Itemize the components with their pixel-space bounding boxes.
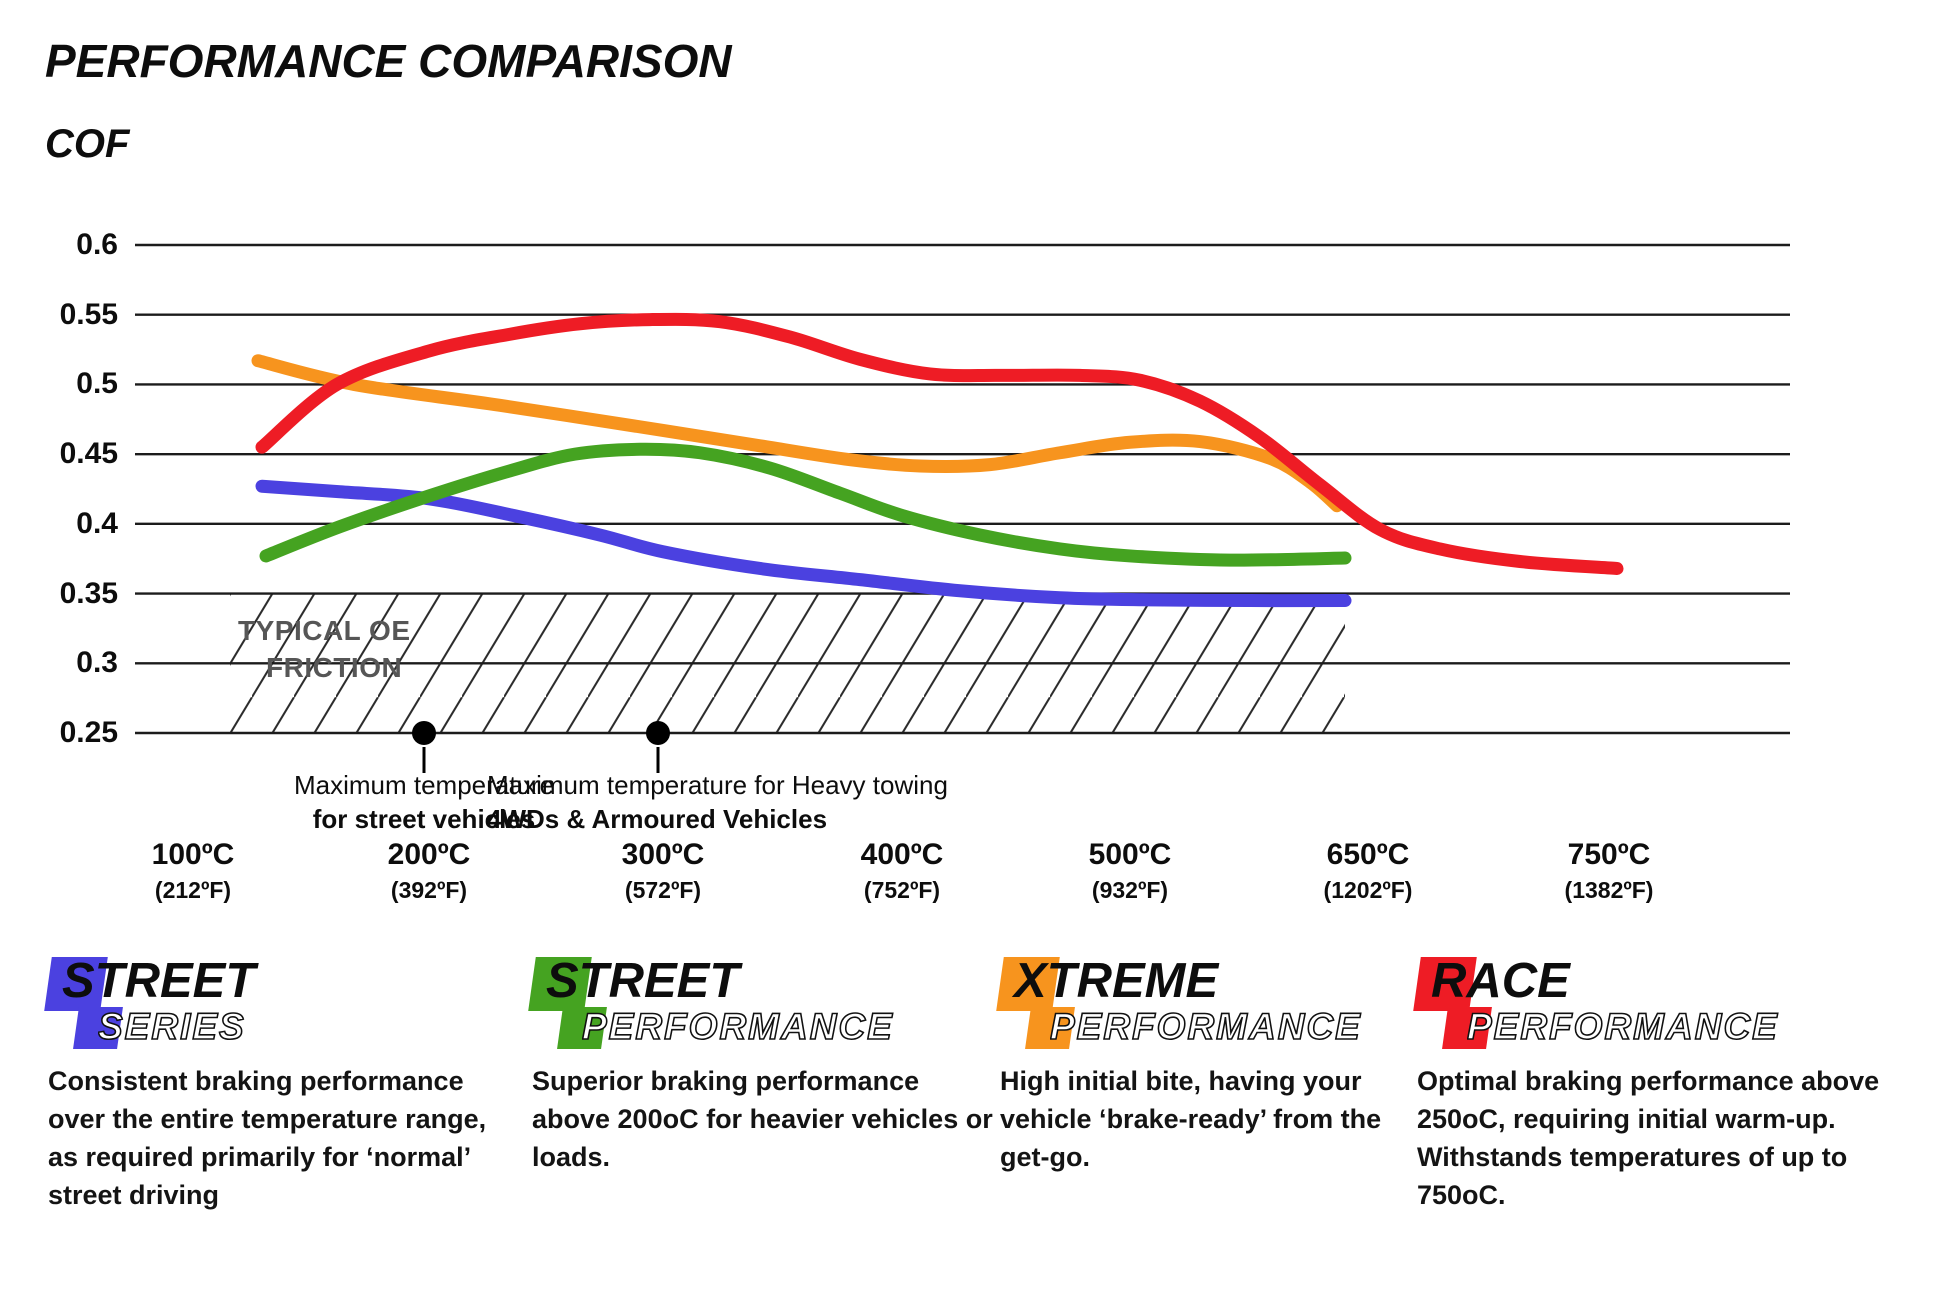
logo-word1: XTREME — [1014, 954, 1219, 1008]
x-tick-fahrenheit: (572ºF) — [624, 877, 702, 903]
y-tick-label: 0.45 — [59, 437, 118, 471]
max-temp-dot — [412, 721, 436, 745]
logo-word2: SERIES — [98, 1005, 246, 1048]
svg-text:SERIES: SERIES — [98, 1006, 246, 1047]
street-performance-description: Superior braking performance above 200oC… — [532, 1066, 993, 1172]
annotation-line: 4WDs & Armoured Vehicles — [487, 804, 828, 834]
x-tick-celsius: 300ºC — [621, 838, 705, 871]
legend-race-performance-logo: RACE PERFORMANCE — [1413, 954, 1897, 1057]
y-tick-label: 0.55 — [59, 297, 118, 331]
x-tick-celsius: 100ºC — [151, 838, 235, 871]
xtreme-performance-description: High initial bite, having your vehicle ‘… — [1000, 1066, 1382, 1172]
legend-street-performance-logo: STREET PERFORMANCE — [528, 954, 1012, 1057]
legend-xtreme-performance-logo: XTREME PERFORMANCE — [996, 954, 1480, 1057]
logo-word2: PERFORMANCE — [1050, 1005, 1362, 1048]
x-tick-fahrenheit: (1382ºF) — [1564, 877, 1654, 903]
y-tick-label: 0.3 — [76, 646, 118, 680]
x-tick-celsius: 650ºC — [1326, 838, 1410, 871]
x-tick-celsius: 750ºC — [1567, 838, 1651, 871]
x-tick-label: 650ºC (1202ºF) — [1248, 838, 1488, 904]
legend-street-series-logo: STREET SERIES — [44, 954, 528, 1057]
x-tick-celsius: 500ºC — [1088, 838, 1172, 871]
race-performance-description: Optimal braking performance above 250oC,… — [1417, 1066, 1880, 1210]
logo-word1: STREET — [62, 954, 256, 1008]
y-axis-title: COF — [45, 122, 130, 166]
x-tick-fahrenheit: (932ºF) — [1091, 877, 1169, 903]
x-tick-label: 300ºC (572ºF) — [543, 838, 783, 904]
oe-label-line1: TYPICAL OE — [238, 615, 411, 646]
x-tick-celsius: 200ºC — [387, 838, 471, 871]
logo-word1: STREET — [546, 954, 740, 1008]
x-tick-label: 200ºC (392ºF) — [309, 838, 549, 904]
y-tick-label: 0.35 — [59, 576, 118, 610]
y-tick-label: 0.4 — [76, 506, 118, 540]
y-tick-label: 0.6 — [76, 228, 118, 261]
series-race-performance — [255, 312, 1624, 575]
x-tick-fahrenheit: (392ºF) — [390, 877, 468, 903]
page-title: PERFORMANCE COMPARISON — [45, 35, 732, 87]
x-tick-fahrenheit: (752ºF) — [863, 877, 941, 903]
annotation-heavy-towing-max-temp: Maximum temperature for Heavy towing 4WD… — [487, 768, 1047, 836]
y-tick-label: 0.5 — [76, 367, 118, 401]
x-tick-label: 400ºC (752ºF) — [782, 838, 1022, 904]
x-tick-fahrenheit: (1202ºF) — [1323, 877, 1413, 903]
x-axis-tick-labels: 100ºC (212ºF) 200ºC (392ºF) 300ºC (572ºF) 400º… — [0, 838, 1946, 918]
street-series-description: Consistent braking performance over the … — [48, 1066, 487, 1210]
logo-word2: PERFORMANCE — [1467, 1005, 1779, 1048]
svg-text:PERFORMANCE: PERFORMANCE — [582, 1006, 894, 1047]
logo-word2: PERFORMANCE — [582, 1005, 894, 1048]
y-tick-label: 0.25 — [59, 716, 118, 749]
annotation-line: Maximum temperature for Heavy towing — [487, 770, 948, 800]
max-temp-dot — [646, 721, 670, 745]
annotation-line: for street vehicles — [312, 804, 536, 834]
svg-text:PERFORMANCE: PERFORMANCE — [1050, 1006, 1362, 1047]
svg-text:PERFORMANCE: PERFORMANCE — [1467, 1006, 1779, 1047]
series-street-performance — [259, 442, 1352, 567]
series-xtreme-performance — [251, 354, 1344, 513]
x-tick-label: 100ºC (212ºF) — [73, 838, 313, 904]
x-tick-label: 750ºC (1382ºF) — [1489, 838, 1729, 904]
x-tick-label: 500ºC (932ºF) — [1010, 838, 1250, 904]
annotation-street-max-temp: Maximum temperature for street vehicles — [214, 768, 634, 836]
x-tick-celsius: 400ºC — [860, 838, 944, 871]
annotation-line: Maximum temperature — [293, 770, 555, 800]
oe-label-line2: FRICTION — [266, 652, 403, 683]
logo-word1: RACE — [1431, 954, 1570, 1008]
x-tick-fahrenheit: (212ºF) — [154, 877, 232, 903]
typical-oe-friction-label: TYPICAL OE FRICTION — [238, 612, 411, 686]
